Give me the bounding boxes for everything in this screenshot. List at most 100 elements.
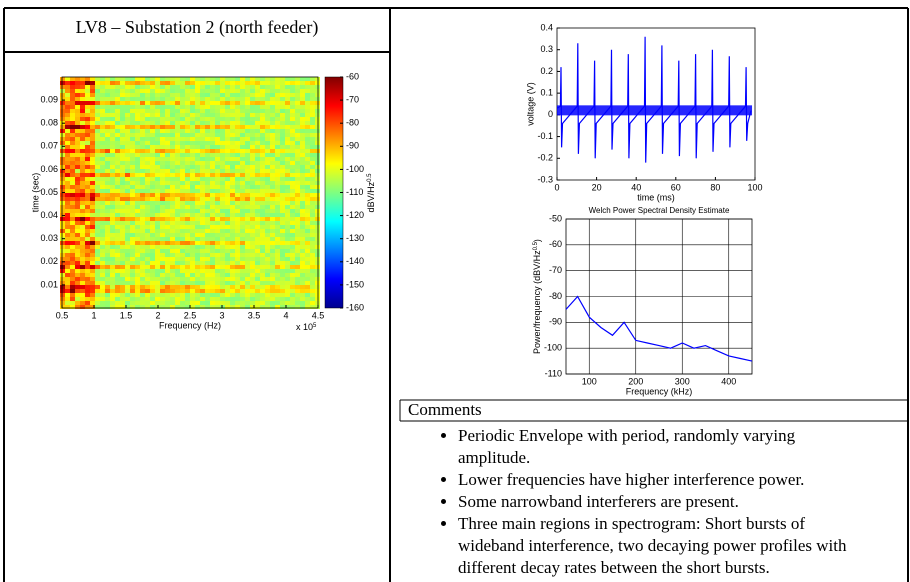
heatmap-cell bbox=[285, 201, 290, 205]
heatmap-cell bbox=[190, 165, 195, 169]
heatmap-cell bbox=[170, 285, 175, 289]
heatmap-cell bbox=[105, 185, 110, 189]
heatmap-cell bbox=[75, 233, 80, 237]
heatmap-cell bbox=[185, 161, 190, 165]
heatmap-cell bbox=[245, 213, 250, 217]
heatmap-cell bbox=[180, 93, 185, 97]
heatmap-cell bbox=[125, 293, 130, 297]
heatmap-cell bbox=[225, 257, 230, 261]
heatmap-cell bbox=[180, 297, 185, 301]
heatmap-cell bbox=[260, 189, 265, 193]
heatmap-cell bbox=[285, 205, 290, 209]
heatmap-cell bbox=[165, 161, 170, 165]
heatmap-cell bbox=[140, 265, 145, 269]
heatmap-cell bbox=[275, 149, 280, 153]
heatmap-cell bbox=[260, 97, 265, 101]
heatmap-cell bbox=[80, 145, 85, 149]
heatmap-cell bbox=[275, 265, 280, 269]
heatmap-cell bbox=[125, 165, 130, 169]
heatmap-cell bbox=[235, 141, 240, 145]
heatmap-cell bbox=[285, 141, 290, 145]
heatmap-cell bbox=[315, 285, 320, 289]
heatmap-cell bbox=[300, 233, 305, 237]
heatmap-cell bbox=[170, 257, 175, 261]
heatmap-cell bbox=[90, 165, 95, 169]
heatmap-cell bbox=[165, 217, 170, 221]
heatmap-cell bbox=[145, 297, 150, 301]
heatmap-cell bbox=[250, 265, 255, 269]
heatmap-cell bbox=[85, 269, 90, 273]
data-line bbox=[566, 297, 752, 362]
heatmap-cell bbox=[300, 141, 305, 145]
heatmap-cell bbox=[275, 89, 280, 93]
heatmap-cell bbox=[285, 265, 290, 269]
heatmap-cell bbox=[125, 289, 130, 293]
heatmap-cell bbox=[265, 89, 270, 93]
heatmap-cell bbox=[65, 205, 70, 209]
heatmap-cell bbox=[280, 89, 285, 93]
heatmap-cell bbox=[125, 137, 130, 141]
heatmap-cell bbox=[60, 137, 65, 141]
heatmap-cell bbox=[190, 293, 195, 297]
heatmap-cell bbox=[310, 109, 315, 113]
heatmap-cell bbox=[220, 189, 225, 193]
heatmap-cell bbox=[235, 205, 240, 209]
heatmap-cell bbox=[120, 189, 125, 193]
heatmap-cell bbox=[185, 145, 190, 149]
heatmap-cell bbox=[115, 289, 120, 293]
heatmap-cell bbox=[195, 189, 200, 193]
heatmap-cell bbox=[145, 97, 150, 101]
heatmap-cell bbox=[145, 261, 150, 265]
heatmap-cell bbox=[165, 245, 170, 249]
heatmap-cell bbox=[90, 245, 95, 249]
heatmap-cell bbox=[65, 257, 70, 261]
heatmap-cell bbox=[160, 229, 165, 233]
heatmap-cell bbox=[160, 273, 165, 277]
heatmap-cell bbox=[75, 153, 80, 157]
heatmap-cell bbox=[60, 193, 65, 197]
heatmap-cell bbox=[75, 89, 80, 93]
heatmap-cell bbox=[135, 177, 140, 181]
x-tick-label: 40 bbox=[631, 182, 641, 192]
heatmap-cell bbox=[145, 93, 150, 97]
colorbar-tick-label: -150 bbox=[346, 279, 364, 289]
heatmap-cell bbox=[265, 117, 270, 121]
heatmap-cell bbox=[315, 97, 320, 101]
heatmap-cell bbox=[140, 93, 145, 97]
heatmap-cell bbox=[305, 213, 310, 217]
heatmap-cell bbox=[255, 97, 260, 101]
heatmap-cell bbox=[225, 165, 230, 169]
heatmap-cell bbox=[265, 141, 270, 145]
heatmap-cell bbox=[230, 253, 235, 257]
heatmap-cell bbox=[95, 253, 100, 257]
heatmap-cell bbox=[225, 229, 230, 233]
heatmap-cell bbox=[175, 113, 180, 117]
heatmap-cell bbox=[180, 141, 185, 145]
heatmap-cell bbox=[200, 105, 205, 109]
heatmap-cell bbox=[210, 97, 215, 101]
heatmap-cell bbox=[190, 133, 195, 137]
heatmap-cell bbox=[225, 97, 230, 101]
heatmap-cell bbox=[175, 137, 180, 141]
heatmap-cell bbox=[105, 237, 110, 241]
heatmap-cell bbox=[300, 229, 305, 233]
heatmap-cell bbox=[145, 293, 150, 297]
heatmap-cell bbox=[200, 261, 205, 265]
heatmap-cell bbox=[235, 105, 240, 109]
heatmap-cell bbox=[190, 257, 195, 261]
heatmap-cell bbox=[245, 181, 250, 185]
heatmap-cell bbox=[230, 153, 235, 157]
heatmap-cell bbox=[260, 193, 265, 197]
heatmap-cell bbox=[100, 261, 105, 265]
heatmap-cell bbox=[165, 293, 170, 297]
heatmap-cell bbox=[275, 289, 280, 293]
heatmap-cell bbox=[215, 225, 220, 229]
heatmap-cell bbox=[235, 109, 240, 113]
heatmap-cell bbox=[160, 221, 165, 225]
heatmap-cell bbox=[235, 89, 240, 93]
heatmap-cell bbox=[205, 125, 210, 129]
heatmap-cell bbox=[205, 193, 210, 197]
heatmap-cell bbox=[175, 269, 180, 273]
heatmap-cell bbox=[240, 105, 245, 109]
heatmap-cell bbox=[265, 269, 270, 273]
